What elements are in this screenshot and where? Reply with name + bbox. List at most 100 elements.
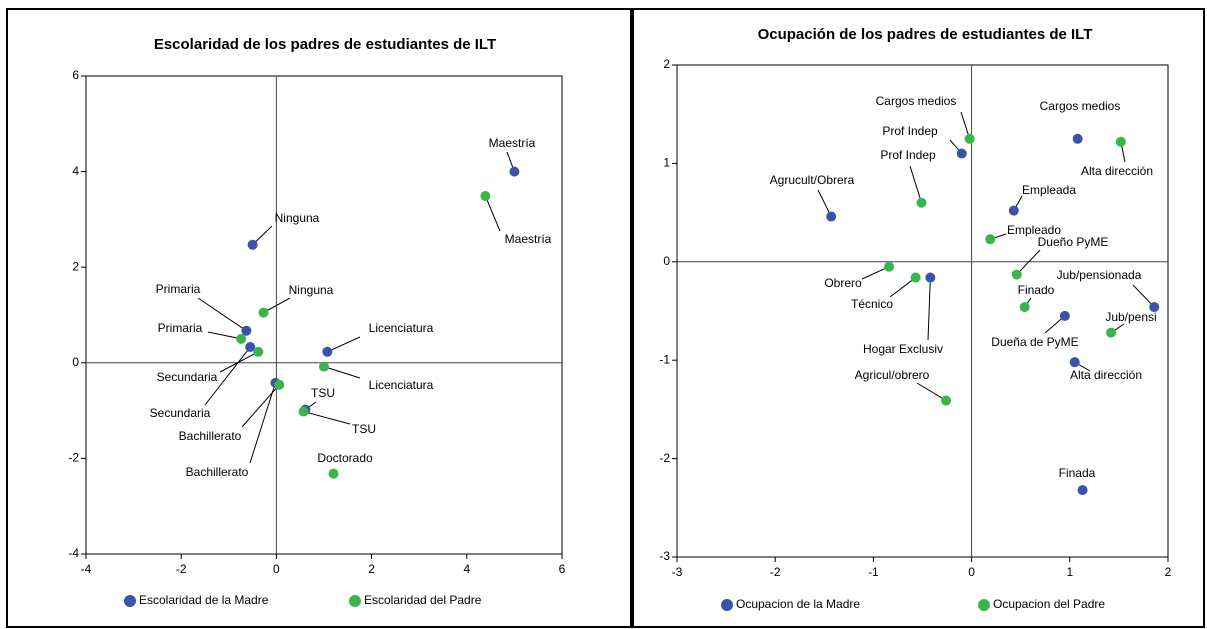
leader-line (909, 165, 922, 203)
point-label: Maestría (489, 136, 536, 150)
point (916, 197, 927, 208)
point-label: Ninguna (289, 283, 334, 297)
point-label: Jub/pensionada (1057, 268, 1142, 282)
point-label: Obrero (824, 276, 862, 290)
x-tick-label: 2 (1165, 565, 1172, 579)
point (1008, 205, 1019, 216)
point (1115, 136, 1126, 147)
x-tick-label: -2 (176, 562, 187, 576)
point-label: Cargos medios (876, 94, 957, 108)
x-tick-label: 0 (968, 565, 975, 579)
leader-line (927, 277, 931, 341)
point (274, 379, 285, 390)
leader-line (916, 382, 947, 401)
point-label: Empleado (1007, 223, 1061, 237)
point-label: Finada (1059, 466, 1096, 480)
point (1072, 133, 1083, 144)
point-label: Bachillerato (186, 465, 249, 479)
legend-marker (124, 595, 136, 607)
point (509, 166, 520, 177)
leader-line (263, 297, 291, 314)
point-label: TSU (352, 422, 376, 436)
point-label: Prof Indep (882, 124, 938, 138)
point-label: Doctorado (317, 451, 373, 465)
y-tick-label: 0 (72, 355, 79, 369)
point (985, 234, 996, 245)
point-label: Ninguna (275, 211, 320, 225)
x-tick-label: 2 (368, 562, 375, 576)
leader-line (197, 297, 247, 332)
point (925, 272, 936, 283)
point-label: Hogar Exclusiv (863, 342, 943, 356)
point (826, 211, 837, 222)
y-tick-label: 2 (72, 259, 79, 273)
point (480, 190, 491, 201)
point (236, 333, 247, 344)
point (328, 468, 339, 479)
point-label: Licenciatura (369, 321, 434, 335)
point (964, 133, 975, 144)
y-tick-label: 2 (663, 57, 670, 71)
plot-frame (676, 64, 1169, 558)
legend-label: Escolaridad del Padre (364, 593, 482, 607)
point (241, 325, 252, 336)
point (1011, 269, 1022, 280)
y-tick-label: -2 (659, 451, 670, 465)
point-label: TSU (311, 386, 335, 400)
chart-title: Escolaridad de los padres de estudiantes… (154, 36, 496, 53)
leader-line (219, 351, 259, 373)
legend-label: Escolaridad de la Madre (139, 593, 269, 607)
x-tick-label: -1 (868, 565, 879, 579)
point-label: Licenciatura (369, 378, 434, 392)
plot-frame (85, 75, 563, 555)
y-tick-label: 1 (663, 156, 670, 170)
x-tick-label: -3 (672, 565, 683, 579)
x-tick-label: -4 (81, 562, 92, 576)
point (258, 307, 269, 318)
leader-line (323, 366, 361, 379)
left-panel-frame (6, 8, 632, 628)
point (319, 361, 329, 372)
point-label: Agrucult/Obrera (770, 173, 855, 187)
leader-line (249, 382, 276, 464)
point (1069, 357, 1080, 368)
point-label: Finado (1018, 283, 1055, 297)
y-tick-label: -2 (68, 451, 79, 465)
legend-label: Ocupacion del Padre (993, 597, 1105, 611)
point-label: Alta dirección (1070, 368, 1142, 382)
point-label: Técnico (851, 297, 893, 311)
x-tick-label: 0 (273, 562, 280, 576)
point (298, 406, 309, 417)
point-label: Secundaria (157, 370, 218, 384)
point (1106, 327, 1117, 338)
point (1077, 485, 1088, 496)
x-tick-label: 1 (1066, 565, 1073, 579)
point (941, 395, 952, 406)
point-label: Secundaria (150, 406, 211, 420)
point-label: Primaria (156, 282, 201, 296)
point-label: Dueña de PyME (991, 335, 1078, 349)
point-label: Dueño PyME (1038, 235, 1109, 249)
point-label: Alta dirección (1081, 164, 1153, 178)
legend-marker (349, 595, 361, 607)
point (1149, 302, 1160, 313)
point-label: Agricul/obrero (855, 368, 930, 382)
point-label: Cargos medios (1040, 99, 1121, 113)
legend-label: Ocupacion de la Madre (736, 597, 860, 611)
point-label: Bachillerato (179, 429, 242, 443)
y-tick-label: -1 (659, 352, 670, 366)
point-label: Empleada (1022, 183, 1076, 197)
leader-line (484, 195, 501, 232)
y-tick-label: 4 (72, 164, 79, 178)
point-label: Prof Indep (880, 148, 936, 162)
point (1059, 310, 1070, 321)
leader-line (1132, 284, 1155, 308)
legend-marker (721, 599, 733, 611)
point (245, 342, 256, 353)
leader-line (303, 411, 351, 425)
leader-line (241, 384, 280, 428)
leader-line (889, 277, 916, 298)
point (910, 272, 921, 283)
